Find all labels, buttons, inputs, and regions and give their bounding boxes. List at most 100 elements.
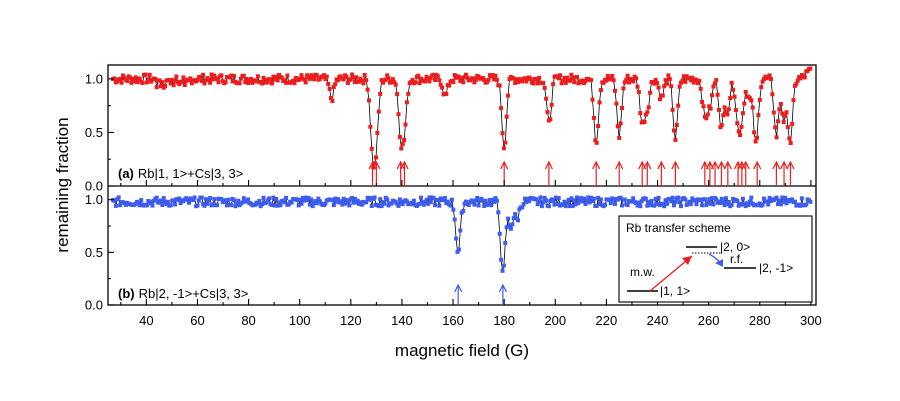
data-point (359, 202, 364, 207)
data-point (545, 110, 550, 114)
data-point (747, 96, 752, 101)
data-point (312, 77, 317, 82)
data-point (246, 197, 251, 202)
resonance-arrow-a (705, 160, 714, 186)
data-point (389, 201, 394, 206)
data-point (226, 197, 231, 202)
data-point (448, 203, 453, 208)
data-point (648, 90, 653, 95)
data-point (563, 80, 568, 85)
data-point (466, 202, 471, 207)
data-point (230, 79, 235, 84)
data-point (157, 78, 162, 83)
data-point (338, 199, 343, 204)
data-point (762, 196, 766, 201)
data-point (649, 198, 654, 203)
data-point (589, 195, 594, 200)
x-tick-label: 300 (800, 313, 822, 328)
data-point (700, 203, 705, 208)
data-point (323, 77, 328, 81)
data-point (718, 201, 723, 205)
data-point (562, 199, 567, 204)
data-point (163, 84, 168, 88)
data-point (707, 197, 712, 202)
data-point (742, 201, 747, 206)
data-point (714, 197, 719, 202)
data-point (568, 78, 572, 83)
data-point (679, 204, 683, 209)
data-point (216, 80, 221, 85)
inset-box (618, 215, 813, 303)
data-point (431, 196, 436, 201)
data-point (178, 201, 183, 206)
data-point (715, 92, 720, 97)
data-point (617, 135, 622, 140)
data-point (177, 196, 182, 201)
data-point (568, 204, 572, 209)
data-point (663, 198, 668, 203)
data-point (790, 121, 795, 126)
data-point (643, 197, 648, 202)
data-point (681, 74, 686, 79)
data-point (180, 80, 184, 85)
data-point (331, 203, 336, 208)
data-point (544, 96, 549, 101)
data-point (133, 75, 138, 80)
data-point (725, 202, 730, 207)
data-point (655, 81, 660, 85)
data-point (653, 196, 658, 201)
data-point (286, 202, 291, 207)
data-point (501, 263, 506, 268)
data-point (298, 197, 303, 202)
data-point (541, 200, 546, 205)
data-point (698, 197, 703, 202)
mw-label: m.w. (630, 265, 655, 279)
data-point (473, 77, 478, 82)
data-point (289, 200, 294, 205)
data-point (618, 195, 623, 200)
data-point (229, 73, 234, 78)
data-point (677, 84, 682, 89)
data-point (596, 195, 601, 200)
panel-b-tag: (b) (118, 286, 135, 301)
data-point (552, 202, 557, 207)
data-point (402, 138, 407, 142)
data-point (383, 77, 388, 82)
data-point (707, 104, 712, 109)
data-point (683, 197, 688, 202)
data-point (676, 195, 681, 200)
data-point (569, 72, 574, 77)
data-point (299, 201, 304, 206)
data-point (455, 249, 460, 254)
data-point (562, 75, 567, 80)
data-point (702, 197, 707, 202)
data-point (762, 77, 766, 81)
data-point (284, 196, 288, 200)
data-point (210, 202, 215, 207)
data-point (701, 104, 706, 109)
data-point (688, 78, 693, 83)
data-point (625, 203, 630, 207)
data-point (752, 130, 757, 135)
data-point (627, 80, 631, 85)
data-point (260, 81, 265, 86)
data-point (686, 202, 691, 207)
data-point (792, 199, 797, 204)
data-point (598, 197, 603, 202)
data-point (688, 201, 693, 206)
data-point (524, 200, 529, 204)
resonance-arrow-a (400, 160, 409, 186)
data-point (504, 225, 509, 230)
data-point (121, 73, 125, 78)
data-point (740, 196, 745, 201)
data-point (116, 195, 121, 200)
data-point (486, 202, 491, 206)
data-point (282, 78, 287, 83)
data-point (424, 197, 429, 202)
data-point (357, 79, 362, 84)
data-point (501, 146, 506, 151)
data-point (284, 80, 288, 85)
data-point (493, 196, 498, 201)
data-point (314, 73, 319, 78)
data-point (684, 74, 689, 79)
